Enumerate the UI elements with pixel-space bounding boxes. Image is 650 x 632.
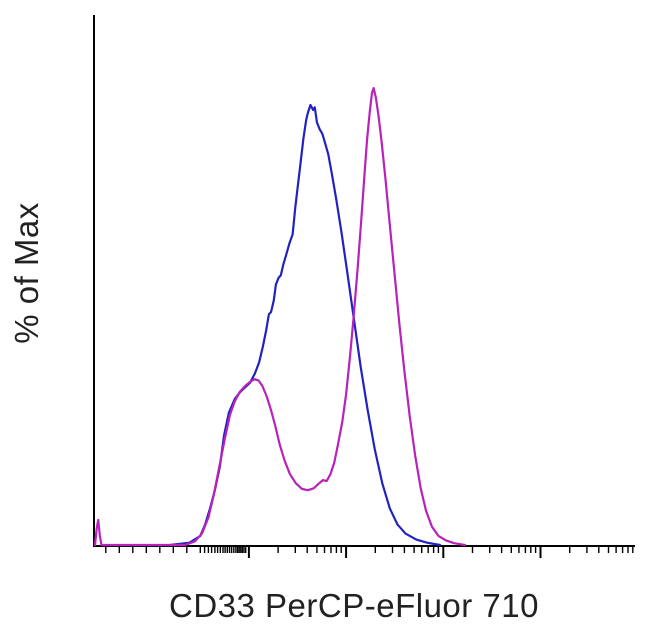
y-axis-label: % of Max — [8, 202, 45, 344]
y-axis-line — [93, 15, 95, 547]
magenta-sample-curve — [95, 88, 465, 545]
x-axis-line — [93, 545, 635, 547]
x-axis-label: CD33 PerCP-eFluor 710 — [169, 587, 539, 624]
x-axis-ticks-svg — [105, 547, 634, 558]
plot-area — [95, 15, 635, 545]
curves-svg — [95, 15, 635, 545]
